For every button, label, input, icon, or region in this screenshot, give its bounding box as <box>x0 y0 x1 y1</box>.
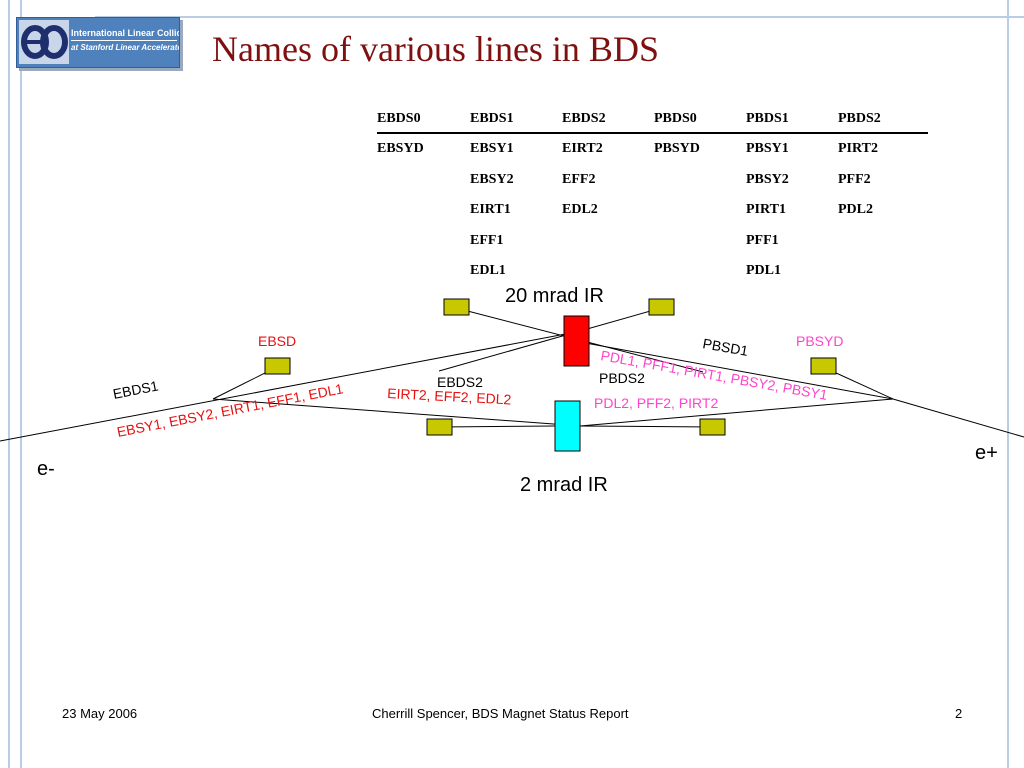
label-p-lines-2: PDL2, PFF2, PIRT2 <box>594 395 718 411</box>
label-e-plus: e+ <box>975 442 998 464</box>
table-header-row: EBDS0 EBDS1 EBDS2 PBDS0 PBDS1 PBDS2 <box>377 105 928 134</box>
dump-magnet-bottom-left <box>426 418 453 436</box>
table-cell: PIRT1 <box>746 202 786 217</box>
label-e-lines-2: EIRT2, EFF2, EDL2 <box>387 385 512 407</box>
table-cell: EIRT2 <box>562 141 603 156</box>
table-cell: EDL1 <box>470 263 506 278</box>
pbds2-line <box>579 398 894 427</box>
table-row: EFF1 PFF1 <box>377 226 928 257</box>
slide-title: Names of various lines in BDS <box>212 29 659 69</box>
label-pbsd1: PBSD1 <box>701 335 749 359</box>
table-header: PBDS0 <box>654 105 746 134</box>
table-header: PBDS2 <box>838 105 928 134</box>
table-cell: EDL2 <box>562 202 598 217</box>
ir-2mrad-detector <box>554 400 581 452</box>
table-row: EIRT1 EDL2 PIRT1 PDL2 <box>377 195 928 226</box>
left-border-line-1 <box>8 0 10 768</box>
table-cell: PDL1 <box>746 263 781 278</box>
ilc-logo: International Linear Collider at Stanfor… <box>16 17 180 68</box>
footer-date: 23 May 2006 <box>62 706 138 721</box>
table-header: EBDS0 <box>377 105 470 134</box>
logo-rule <box>71 40 177 41</box>
table-cell: PBSY1 <box>746 141 789 156</box>
right-border-line <box>1007 0 1009 768</box>
table-cell: EFF2 <box>562 171 596 187</box>
table-row: EDL1 PDL1 <box>377 256 928 287</box>
table-row: EBSY2 EFF2 PBSY2 PFF2 <box>377 165 928 196</box>
pbsd1-line <box>579 341 894 400</box>
table-cell: EBSYD <box>377 141 424 156</box>
table-cell: PDL2 <box>838 202 873 217</box>
dump-magnet-bottom-right <box>699 418 726 436</box>
table-cell: EBSY2 <box>470 171 514 187</box>
table-cell: PFF2 <box>838 171 871 187</box>
p-20mrad-extraction-line <box>438 307 662 372</box>
logo-text-line1: International Linear Collider <box>71 28 180 38</box>
line-names-table: EBDS0 EBDS1 EBDS2 PBDS0 PBDS1 PBDS2 EBSY… <box>377 105 928 287</box>
label-2mrad-ir: 2 mrad IR <box>520 474 608 496</box>
e-2mrad-extraction-line <box>439 425 556 428</box>
pbsyd-dump-magnet <box>810 357 837 375</box>
table-cell: PFF1 <box>746 232 779 248</box>
table-cell: EIRT1 <box>470 202 511 217</box>
e-plus-main-line <box>892 398 1024 438</box>
table-cell: EFF1 <box>470 232 504 248</box>
label-pbds2: PBDS2 <box>599 370 645 386</box>
table-header: PBDS1 <box>746 105 838 134</box>
label-e-minus: e- <box>37 458 55 480</box>
label-20mrad-ir: 20 mrad IR <box>505 285 604 307</box>
label-pbsyd: PBSYD <box>796 333 843 349</box>
table-cell: PBSYD <box>654 141 700 156</box>
label-ebds1: EBDS1 <box>112 377 160 402</box>
ebds2-line <box>212 398 568 426</box>
table-header: EBDS2 <box>562 105 654 134</box>
ilc-logo-mark <box>19 20 69 64</box>
top-rule <box>95 16 1024 18</box>
p-2mrad-extraction-line <box>579 425 713 428</box>
e-minus-main-line <box>0 331 577 442</box>
ebsd-dump-magnet <box>264 357 291 375</box>
table-cell: EBSY1 <box>470 141 514 156</box>
dump-magnet-top-right <box>648 298 675 316</box>
footer-presenter: Cherrill Spencer, BDS Magnet Status Repo… <box>372 706 629 721</box>
dump-magnet-top-left <box>443 298 470 316</box>
table-header: EBDS1 <box>470 105 562 134</box>
label-ebsd: EBSD <box>258 333 296 349</box>
logo-text-line2: at Stanford Linear Accelerator Center <box>71 43 179 52</box>
table-cell: PBSY2 <box>746 171 789 187</box>
table-row: EBSYD EBSY1 EIRT2 PBSYD PBSY1 PIRT2 <box>377 133 928 165</box>
label-ebds2: EBDS2 <box>437 374 483 390</box>
ir-20mrad-detector <box>563 315 590 367</box>
left-border-line-2 <box>20 0 22 768</box>
table-cell: PIRT2 <box>838 141 878 156</box>
footer-page-number: 2 <box>955 706 963 721</box>
